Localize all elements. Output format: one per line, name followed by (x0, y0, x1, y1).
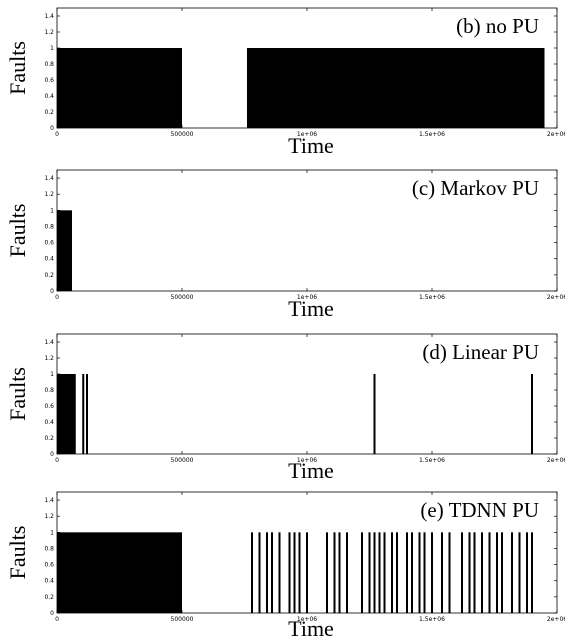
y-tick-label: 1.2 (44, 191, 54, 198)
y-tick-label: 0 (50, 610, 54, 617)
chart-title: (e) TDNN PU (420, 498, 539, 522)
x-tick-label: 1.5e+06 (419, 457, 445, 464)
fault-interval-bar (57, 48, 182, 128)
y-tick-label: 0.4 (44, 256, 54, 263)
x-tick-label: 500000 (171, 457, 194, 464)
y-tick-label: 0.2 (44, 272, 54, 279)
x-tick-label: 0 (55, 294, 59, 301)
x-tick-label: 2e+06 (547, 131, 565, 138)
y-tick-label: 1.2 (44, 355, 54, 362)
y-tick-label: 0.2 (44, 109, 54, 116)
x-tick-label: 1.5e+06 (419, 294, 445, 301)
x-axis-label: Time (288, 296, 334, 321)
y-tick-label: 0.8 (44, 545, 54, 552)
x-axis-label: Time (288, 458, 334, 483)
y-tick-label: 1.4 (44, 13, 54, 20)
chart-panel-4: 0 0.2 0.4 0.6 0.8 1 1.2 1.4 0 500000 1e+06 1.5e+06 2… (5, 491, 565, 640)
y-tick-label: 0.4 (44, 93, 54, 100)
x-tick-label: 0 (55, 131, 59, 138)
y-tick-label: 0 (50, 451, 54, 458)
y-tick-label: 0.6 (44, 77, 54, 84)
x-tick-label: 2e+06 (547, 616, 565, 623)
fault-interval-bar (99, 532, 132, 613)
y-tick-label: 0.2 (44, 435, 54, 442)
x-axis-label: Time (288, 616, 334, 640)
y-axis-label: Faults (5, 41, 30, 95)
x-tick-label: 2e+06 (547, 457, 565, 464)
y-tick-label: 1 (50, 45, 54, 52)
y-tick-label: 1 (50, 529, 54, 536)
x-tick-label: 1e+06 (297, 131, 317, 138)
x-tick-label: 500000 (171, 616, 194, 623)
fault-interval-bar (57, 210, 72, 291)
x-tick-label: 2e+06 (547, 294, 565, 301)
y-tick-label: 1 (50, 371, 54, 378)
y-tick-label: 1.4 (44, 339, 54, 346)
chart-title: (b) no PU (456, 14, 539, 38)
y-tick-label: 0.8 (44, 61, 54, 68)
y-tick-label: 0.8 (44, 387, 54, 394)
x-tick-label: 1e+06 (297, 616, 317, 623)
x-axis-label: Time (288, 133, 334, 158)
x-tick-label: 1e+06 (297, 457, 317, 464)
x-tick-label: 1.5e+06 (419, 616, 445, 623)
fault-interval-bar (57, 532, 100, 613)
chart-panel-3: 0 0.2 0.4 0.6 0.8 1 1.2 1.4 0 500000 1e+06 1.5e+06 2… (5, 333, 565, 483)
y-tick-label: 0.6 (44, 562, 54, 569)
y-tick-label: 0.4 (44, 419, 54, 426)
x-tick-label: 500000 (171, 131, 194, 138)
y-tick-label: 0.6 (44, 403, 54, 410)
y-tick-label: 0.8 (44, 223, 54, 230)
y-tick-label: 1.4 (44, 175, 54, 182)
y-tick-label: 0 (50, 288, 54, 295)
y-tick-label: 1.4 (44, 497, 54, 504)
fault-interval-bar (132, 532, 182, 613)
y-axis-label: Faults (5, 367, 30, 421)
fault-interval-bar (247, 48, 545, 128)
y-tick-label: 1.2 (44, 29, 54, 36)
y-tick-label: 0.4 (44, 578, 54, 585)
x-tick-label: 500000 (171, 294, 194, 301)
x-tick-label: 1.5e+06 (419, 131, 445, 138)
y-tick-label: 1.2 (44, 513, 54, 520)
y-tick-label: 0 (50, 125, 54, 132)
x-tick-label: 0 (55, 457, 59, 464)
x-tick-label: 0 (55, 616, 59, 623)
y-tick-label: 1 (50, 207, 54, 214)
chart-panel-2: 0 0.2 0.4 0.6 0.8 1 1.2 1.4 0 500000 1e+06 1.5e+06 2… (5, 169, 565, 321)
chart-title: (d) Linear PU (422, 340, 539, 364)
x-tick-label: 1e+06 (297, 294, 317, 301)
y-tick-label: 0.2 (44, 594, 54, 601)
y-axis-label: Faults (5, 204, 30, 258)
y-tick-label: 0.6 (44, 240, 54, 247)
y-axis-label: Faults (5, 526, 30, 580)
chart-title: (c) Markov PU (412, 176, 539, 200)
chart-panel-1: 0 0.2 0.4 0.6 0.8 1 1.2 1.4 0 500000 1e+06 1.5e+06 2… (5, 7, 565, 158)
fault-interval-bar (57, 374, 76, 454)
